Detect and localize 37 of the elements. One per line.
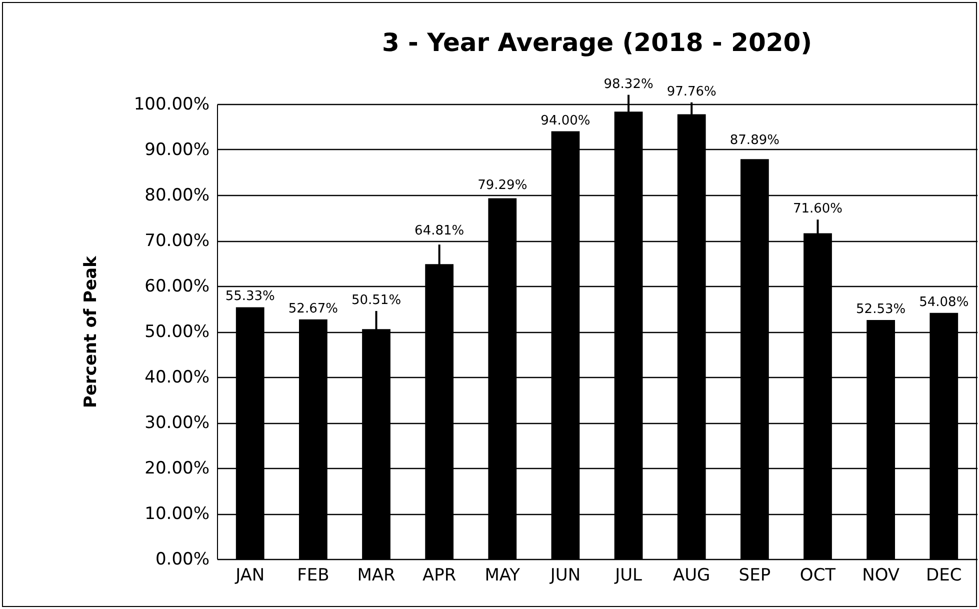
y-tick-label: 40.00% bbox=[144, 368, 210, 388]
chart-title: 3 - Year Average (2018 - 2020) bbox=[382, 28, 812, 57]
y-tick-label: 10.00% bbox=[144, 504, 210, 524]
x-tick-label: OCT bbox=[800, 566, 836, 586]
y-tick-label: 90.00% bbox=[144, 140, 210, 160]
y-tick-label: 100.00% bbox=[134, 94, 210, 114]
data-label: 64.81% bbox=[414, 224, 464, 239]
data-label: 98.32% bbox=[604, 76, 654, 92]
y-tick-label: 70.00% bbox=[144, 231, 210, 251]
data-label: 52.53% bbox=[856, 302, 906, 317]
data-label: 52.67% bbox=[288, 301, 338, 316]
x-tick-label: JAN bbox=[234, 566, 265, 586]
data-label: 71.60% bbox=[792, 202, 843, 217]
x-tick-label: SEP bbox=[738, 566, 771, 586]
x-tick-label: MAY bbox=[484, 566, 521, 586]
x-tick-label: FEB bbox=[297, 566, 330, 586]
y-tick-label: 30.00% bbox=[144, 413, 210, 433]
data-label: 55.33% bbox=[225, 289, 275, 304]
y-tick-label: 0.00% bbox=[155, 550, 210, 570]
x-tick-label: NOV bbox=[862, 566, 900, 586]
y-axis-title: Percent of Peak bbox=[80, 255, 101, 408]
x-tick-label: DEC bbox=[926, 566, 962, 586]
y-tick-label: 60.00% bbox=[144, 276, 210, 296]
x-tick-label: JUN bbox=[549, 566, 581, 586]
data-label: 97.76% bbox=[666, 84, 716, 100]
x-tick-label: AUG bbox=[672, 566, 710, 586]
data-label: 87.89% bbox=[730, 133, 780, 148]
data-label: 79.29% bbox=[478, 178, 528, 194]
x-tick-label: MAR bbox=[357, 566, 396, 586]
data-label: 50.51% bbox=[351, 292, 402, 308]
data-label: 94.00% bbox=[540, 113, 590, 128]
x-tick-label: APR bbox=[422, 566, 456, 586]
x-tick-label: JUL bbox=[614, 566, 643, 586]
y-tick-label: 50.00% bbox=[144, 322, 210, 342]
y-tick-label: 80.00% bbox=[144, 186, 210, 206]
y-tick-label: 20.00% bbox=[144, 458, 210, 478]
data-label: 54.08% bbox=[919, 294, 969, 310]
